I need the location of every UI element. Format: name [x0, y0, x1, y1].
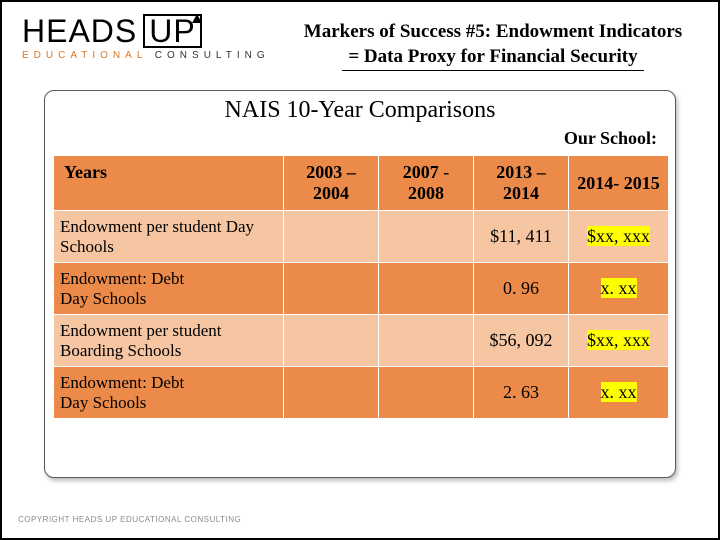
- table-row: Endowment per student Day Schools $11, 41…: [54, 211, 669, 263]
- table-cell: [379, 263, 474, 315]
- logo-sub-left: EDUCATIONAL: [22, 50, 147, 61]
- row-label: Endowment per student Boarding Schools: [54, 315, 284, 367]
- slide: HEADS UP EDUCATIONAL CONSULTING Markers …: [0, 0, 720, 540]
- table-cell: $xx, xxx: [569, 211, 669, 263]
- title-line1: Markers of Success #5: Endowment Indicat…: [280, 20, 706, 45]
- logo-main: HEADS UP: [22, 14, 282, 48]
- col-header: 2013 – 2014: [474, 156, 569, 211]
- table-cell: x. xx: [569, 263, 669, 315]
- col-header: 2003 – 2004: [284, 156, 379, 211]
- years-header: Years: [54, 156, 284, 211]
- logo: HEADS UP EDUCATIONAL CONSULTING: [22, 14, 282, 61]
- comparison-table: Years 2003 – 20042007 - 20082013 – 20142…: [53, 155, 669, 419]
- table-row: Endowment: DebtDay Schools 0. 96x. xx: [54, 263, 669, 315]
- table-cell: [284, 211, 379, 263]
- table-cell: x. xx: [569, 367, 669, 419]
- table-cell: [284, 367, 379, 419]
- table-header-row: Years 2003 – 20042007 - 20082013 – 20142…: [54, 156, 669, 211]
- logo-subtitle: EDUCATIONAL CONSULTING: [22, 50, 282, 61]
- table-cell: [284, 263, 379, 315]
- logo-text-right: UP: [149, 15, 195, 47]
- table-cell: 2. 63: [474, 367, 569, 419]
- table-cell: $11, 411: [474, 211, 569, 263]
- table-cell: [284, 315, 379, 367]
- card-title: NAIS 10-Year Comparisons: [45, 91, 675, 126]
- arrow-up-icon: [192, 14, 202, 23]
- table-cell: [379, 367, 474, 419]
- row-label: Endowment: DebtDay Schools: [54, 367, 284, 419]
- table-cell: [379, 315, 474, 367]
- table-cell: [379, 211, 474, 263]
- row-label: Endowment per student Day Schools: [54, 211, 284, 263]
- col-header: 2014- 2015: [569, 156, 669, 211]
- logo-text-left: HEADS: [22, 15, 137, 47]
- logo-up-box: UP: [143, 14, 201, 48]
- table-cell: $56, 092: [474, 315, 569, 367]
- table-cell: 0. 96: [474, 263, 569, 315]
- comparison-card: NAIS 10-Year Comparisons Our School: Yea…: [44, 90, 676, 478]
- slide-title: Markers of Success #5: Endowment Indicat…: [280, 20, 706, 71]
- copyright: COPYRIGHT HEADS UP EDUCATIONAL CONSULTIN…: [18, 515, 241, 524]
- title-line2: = Data Proxy for Financial Security: [342, 45, 643, 72]
- col-header: 2007 - 2008: [379, 156, 474, 211]
- our-school-label: Our School:: [45, 126, 675, 155]
- table-row: Endowment: DebtDay Schools 2. 63x. xx: [54, 367, 669, 419]
- table-row: Endowment per student Boarding Schools $5…: [54, 315, 669, 367]
- logo-sub-right: CONSULTING: [155, 50, 270, 61]
- row-label: Endowment: DebtDay Schools: [54, 263, 284, 315]
- table-cell: $xx, xxx: [569, 315, 669, 367]
